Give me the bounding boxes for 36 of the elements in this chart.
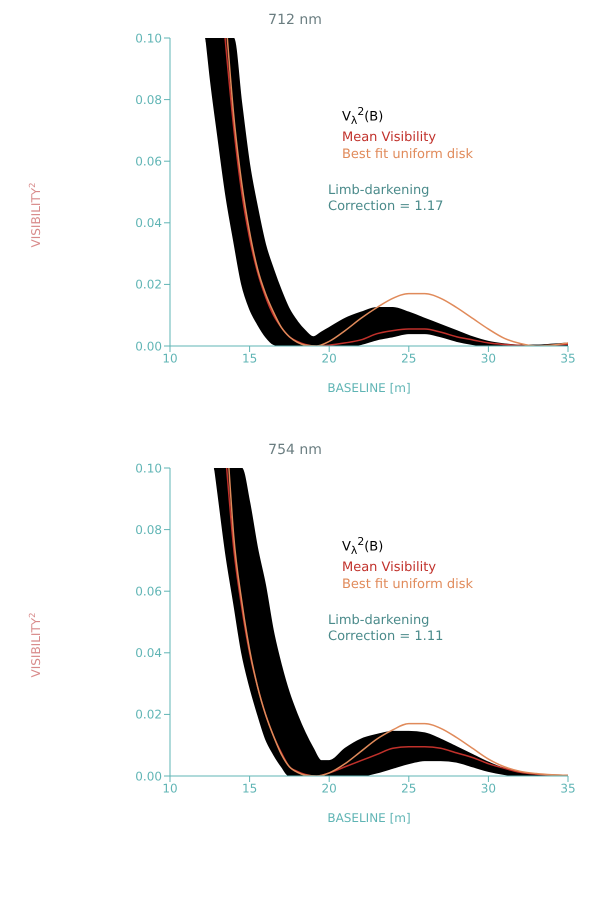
x-tick-label: 10 xyxy=(162,782,178,796)
y-tick-label: 0.08 xyxy=(135,92,162,107)
x-axis-title: BASELINE [m] xyxy=(327,381,411,395)
x-axis-title: BASELINE [m] xyxy=(327,811,411,825)
x-tick-label: 25 xyxy=(401,782,416,796)
y-tick-label: 0.00 xyxy=(135,339,162,354)
text: V$_{λ}$$^{2}$(B) xyxy=(342,534,384,559)
chart-title: 712 nm xyxy=(267,12,323,28)
text: V$_{λ}$$^{2}$(B) xyxy=(342,104,384,129)
annotation: Limb-darkening Correction = 1.11 xyxy=(328,613,444,645)
x-tick-label: 20 xyxy=(322,782,337,796)
x-tick-label: 25 xyxy=(401,352,416,366)
text: Mean Visibility xyxy=(342,558,438,576)
x-tick-label: 15 xyxy=(242,782,258,796)
y-tick-label: 0.04 xyxy=(135,646,162,660)
y-tick-label: 0.02 xyxy=(135,708,162,722)
y-tick-label: 0.06 xyxy=(135,154,162,168)
text: Mean Visibility xyxy=(342,128,438,146)
x-tick-label: 30 xyxy=(480,352,496,366)
y-tick-label: 0.10 xyxy=(135,461,162,476)
y-tick-label: 0.00 xyxy=(135,769,162,784)
y-tick-label: 0.08 xyxy=(135,522,162,537)
y-tick-label: 0.04 xyxy=(135,216,162,230)
y-tick-label: 0.02 xyxy=(135,278,162,292)
x-tick-label: 30 xyxy=(480,782,496,796)
text: Best fit uniform disk xyxy=(342,146,474,163)
text: Best fit uniform disk xyxy=(342,576,474,593)
x-tick-label: 20 xyxy=(322,352,337,366)
y-tick-label: 0.10 xyxy=(135,31,162,46)
x-tick-label: 35 xyxy=(560,352,576,366)
x-tick-label: 15 xyxy=(242,352,258,366)
x-tick-label: 35 xyxy=(560,782,576,796)
y-tick-label: 0.06 xyxy=(135,584,162,598)
x-tick-label: 10 xyxy=(162,352,178,366)
annotation: Limb-darkening Correction = 1.17 xyxy=(328,183,444,215)
chart-title: 754 nm xyxy=(267,442,323,458)
